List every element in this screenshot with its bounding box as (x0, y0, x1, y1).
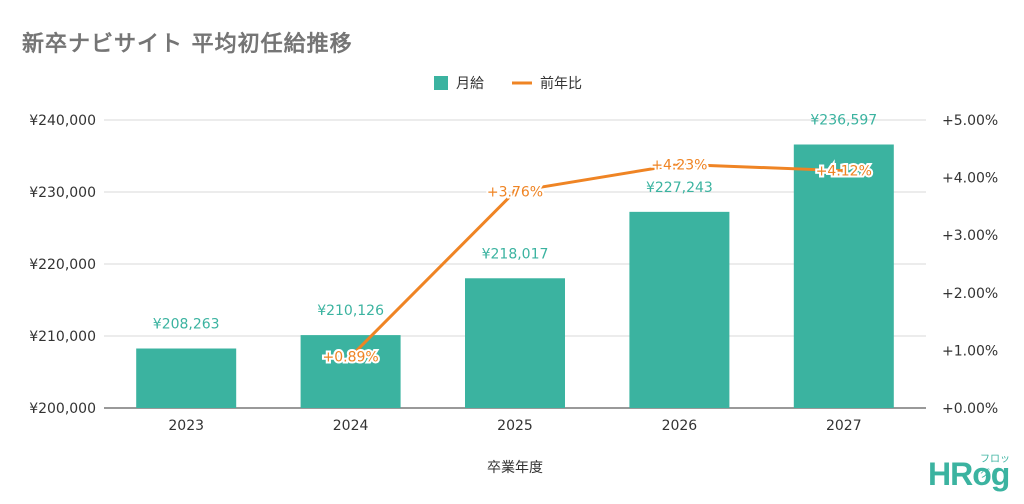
x-axis-title: 卒業年度 (487, 460, 543, 476)
bar (136, 348, 237, 408)
y-right-tick-label: +3.00% (942, 228, 998, 244)
y-left-tick-label: ¥200,000 (29, 401, 96, 417)
legend-swatch-bar (434, 76, 448, 90)
x-tick-label: 2027 (826, 418, 862, 434)
y-left-tick-label: ¥210,000 (29, 329, 96, 345)
y-left-tick-label: ¥240,000 (29, 113, 96, 129)
legend-label-bar: 月給 (456, 76, 484, 92)
bar (300, 335, 401, 408)
bar-data-label: ¥210,126 (317, 303, 384, 319)
x-tick-label: 2025 (497, 418, 533, 434)
line-data-label: +0.89% (322, 350, 378, 366)
y-right-tick-label: +1.00% (942, 343, 998, 359)
bar-data-label: ¥218,017 (482, 246, 549, 262)
line-data-label: +3.76% (487, 184, 543, 200)
logo-sub-text: フロッグ (980, 454, 1010, 480)
logo-main-text: HRog (928, 456, 1010, 492)
y-right-tick-label: +0.00% (942, 401, 998, 417)
y-right-tick-label: +4.00% (942, 171, 998, 187)
line-point (676, 161, 682, 167)
chart-title: 新卒ナビサイト 平均初任給推移 (22, 32, 353, 57)
line-point (348, 354, 354, 360)
bar-data-label: ¥208,263 (153, 317, 220, 333)
y-left-tick-label: ¥220,000 (29, 257, 96, 273)
x-tick-label: 2024 (333, 418, 369, 434)
bar (629, 211, 730, 408)
line-point (841, 168, 847, 174)
y-right-tick-label: +2.00% (942, 286, 998, 302)
line-point (512, 188, 518, 194)
bar-data-label: ¥227,243 (646, 180, 713, 196)
hrog-logo: HRog フロッグ (928, 450, 1018, 494)
line-data-label: +4.12% (816, 164, 872, 180)
line-data-label: +4.23% (651, 157, 707, 173)
x-tick-label: 2026 (662, 418, 698, 434)
x-tick-label: 2023 (168, 418, 204, 434)
legend-label-line: 前年比 (540, 75, 582, 92)
line-series (349, 162, 844, 358)
y-left-tick-label: ¥230,000 (29, 185, 96, 201)
bar (465, 278, 565, 408)
bar-data-label: ¥236,597 (810, 113, 877, 129)
bar (793, 144, 894, 409)
y-right-tick-label: +5.00% (942, 113, 998, 129)
